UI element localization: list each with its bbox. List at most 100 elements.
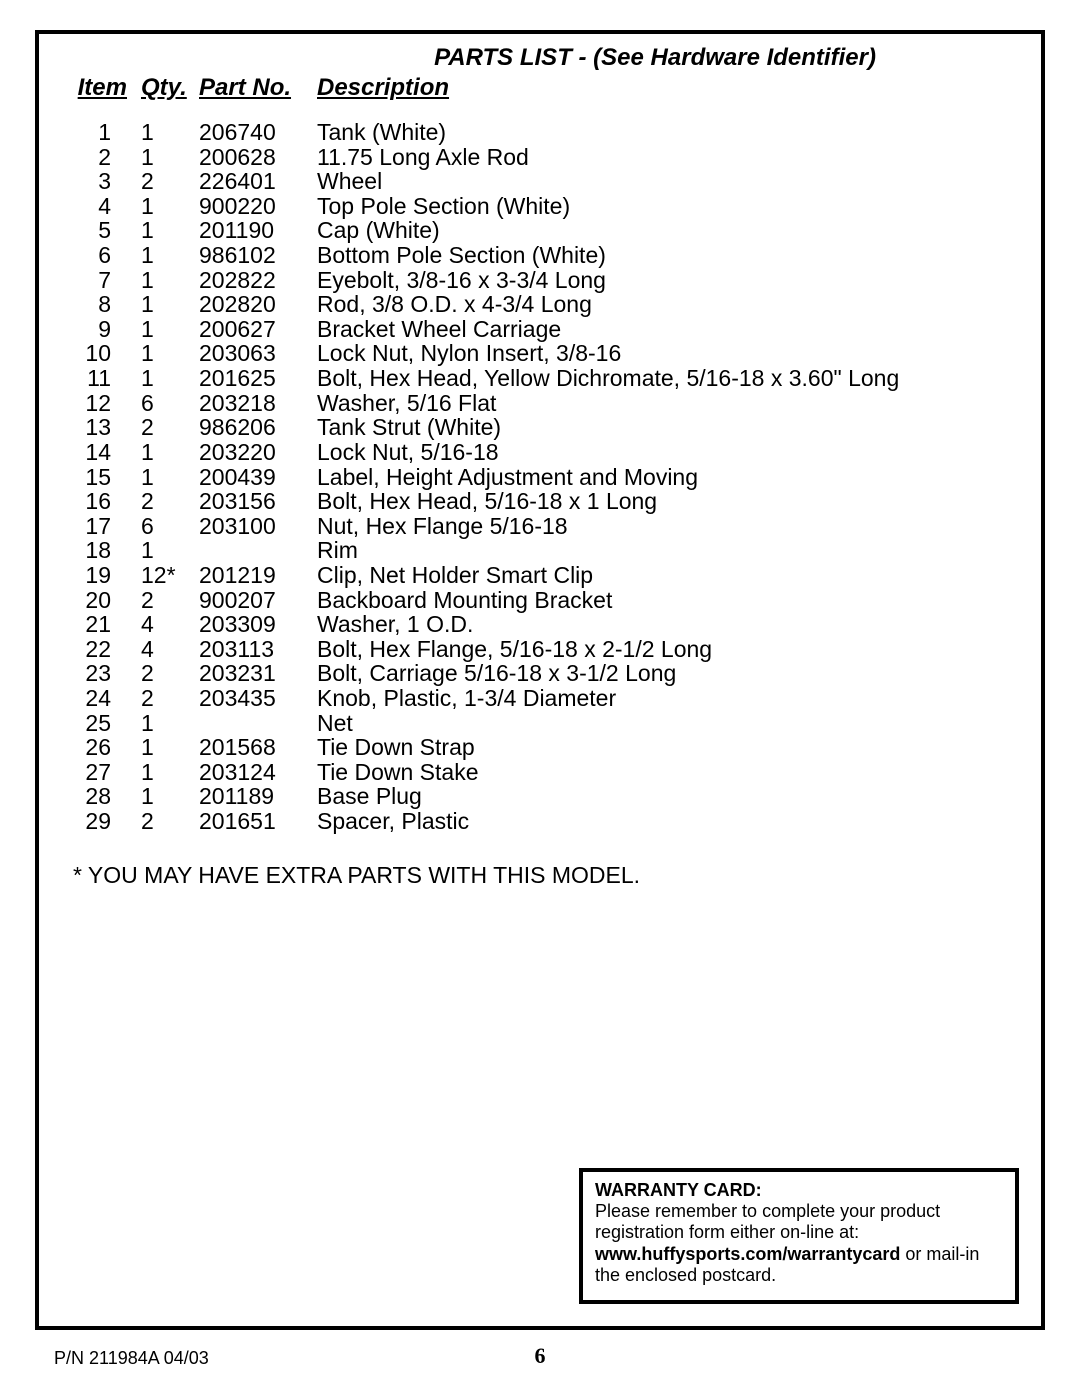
cell-item: 4 bbox=[61, 194, 141, 219]
cell-part-no: 202820 bbox=[199, 292, 317, 317]
cell-item: 20 bbox=[61, 588, 141, 613]
cell-item: 18 bbox=[61, 538, 141, 563]
cell-qty: 1 bbox=[141, 243, 199, 268]
cell-item: 22 bbox=[61, 637, 141, 662]
cell-description: Net bbox=[317, 711, 1019, 736]
header-part: Part No. bbox=[199, 74, 317, 102]
cell-description: Bracket Wheel Carriage bbox=[317, 317, 1019, 342]
cell-item: 5 bbox=[61, 218, 141, 243]
cell-qty: 1 bbox=[141, 145, 199, 170]
cell-item: 23 bbox=[61, 661, 141, 686]
cell-qty: 4 bbox=[141, 637, 199, 662]
cell-qty: 2 bbox=[141, 686, 199, 711]
cell-part-no: 203063 bbox=[199, 341, 317, 366]
cell-part-no: 203220 bbox=[199, 440, 317, 465]
cell-description: Knob, Plastic, 1-3/4 Diameter bbox=[317, 686, 1019, 711]
cell-qty: 6 bbox=[141, 391, 199, 416]
cell-item: 9 bbox=[61, 317, 141, 342]
table-row: 242203435Knob, Plastic, 1-3/4 Diameter bbox=[61, 686, 1019, 711]
cell-qty: 1 bbox=[141, 784, 199, 809]
cell-qty: 1 bbox=[141, 440, 199, 465]
cell-part-no: 203231 bbox=[199, 661, 317, 686]
cell-qty: 1 bbox=[141, 366, 199, 391]
cell-part-no: 200628 bbox=[199, 145, 317, 170]
header-desc: Description bbox=[317, 74, 1019, 102]
cell-part-no: 900220 bbox=[199, 194, 317, 219]
table-body: 11206740Tank (White)2120062811.75 Long A… bbox=[61, 120, 1019, 834]
cell-qty: 2 bbox=[141, 169, 199, 194]
cell-qty: 2 bbox=[141, 415, 199, 440]
cell-part-no: 203156 bbox=[199, 489, 317, 514]
cell-description: 11.75 Long Axle Rod bbox=[317, 145, 1019, 170]
cell-item: 27 bbox=[61, 760, 141, 785]
cell-description: Tie Down Stake bbox=[317, 760, 1019, 785]
cell-part-no: 203113 bbox=[199, 637, 317, 662]
table-row: 141203220Lock Nut, 5/16-18 bbox=[61, 440, 1019, 465]
cell-description: Tank Strut (White) bbox=[317, 415, 1019, 440]
footnote: * YOU MAY HAVE EXTRA PARTS WITH THIS MOD… bbox=[61, 862, 1019, 889]
content-frame: PARTS LIST - (See Hardware Identifier) I… bbox=[35, 30, 1045, 1330]
cell-description: Bolt, Hex Head, 5/16-18 x 1 Long bbox=[317, 489, 1019, 514]
cell-description: Backboard Mounting Bracket bbox=[317, 588, 1019, 613]
cell-description: Washer, 1 O.D. bbox=[317, 612, 1019, 637]
cell-part-no: 202822 bbox=[199, 268, 317, 293]
cell-qty: 6 bbox=[141, 514, 199, 539]
cell-item: 2 bbox=[61, 145, 141, 170]
cell-item: 21 bbox=[61, 612, 141, 637]
table-row: 232203231Bolt, Carriage 5/16-18 x 3-1/2 … bbox=[61, 661, 1019, 686]
cell-part-no: 201190 bbox=[199, 218, 317, 243]
cell-item: 17 bbox=[61, 514, 141, 539]
cell-part-no: 203309 bbox=[199, 612, 317, 637]
cell-item: 16 bbox=[61, 489, 141, 514]
cell-part-no: 201625 bbox=[199, 366, 317, 391]
cell-item: 26 bbox=[61, 735, 141, 760]
cell-description: Cap (White) bbox=[317, 218, 1019, 243]
table-row: 126203218Washer, 5/16 Flat bbox=[61, 391, 1019, 416]
cell-part-no: 200439 bbox=[199, 465, 317, 490]
cell-item: 19 bbox=[61, 563, 141, 588]
warranty-url: www.huffysports.com/warrantycard bbox=[595, 1244, 900, 1264]
cell-qty: 1 bbox=[141, 268, 199, 293]
cell-description: Bolt, Carriage 5/16-18 x 3-1/2 Long bbox=[317, 661, 1019, 686]
warranty-line1: Please remember to complete your product… bbox=[595, 1201, 940, 1242]
cell-description: Tie Down Strap bbox=[317, 735, 1019, 760]
cell-description: Tank (White) bbox=[317, 120, 1019, 145]
cell-item: 29 bbox=[61, 809, 141, 834]
cell-qty: 1 bbox=[141, 465, 199, 490]
cell-part-no: 900207 bbox=[199, 588, 317, 613]
table-row: 81202820Rod, 3/8 O.D. x 4-3/4 Long bbox=[61, 292, 1019, 317]
table-row: 101203063Lock Nut, Nylon Insert, 3/8-16 bbox=[61, 341, 1019, 366]
cell-part-no: 206740 bbox=[199, 120, 317, 145]
cell-part-no: 200627 bbox=[199, 317, 317, 342]
cell-qty: 1 bbox=[141, 120, 199, 145]
table-row: 151200439Label, Height Adjustment and Mo… bbox=[61, 465, 1019, 490]
cell-qty: 1 bbox=[141, 194, 199, 219]
warranty-title: WARRANTY CARD: bbox=[595, 1180, 762, 1200]
cell-description: Rod, 3/8 O.D. x 4-3/4 Long bbox=[317, 292, 1019, 317]
cell-description: Bolt, Hex Head, Yellow Dichromate, 5/16-… bbox=[317, 366, 1019, 391]
footer-part-number: P/N 211984A 04/03 bbox=[54, 1348, 209, 1369]
cell-part-no: 203218 bbox=[199, 391, 317, 416]
cell-item: 8 bbox=[61, 292, 141, 317]
cell-item: 25 bbox=[61, 711, 141, 736]
table-row: 32226401Wheel bbox=[61, 169, 1019, 194]
table-row: 71202822Eyebolt, 3/8-16 x 3-3/4 Long bbox=[61, 268, 1019, 293]
header-item: Item bbox=[61, 74, 141, 102]
cell-item: 6 bbox=[61, 243, 141, 268]
table-row: 11206740Tank (White) bbox=[61, 120, 1019, 145]
cell-item: 3 bbox=[61, 169, 141, 194]
header-qty: Qty. bbox=[141, 74, 199, 102]
cell-part-no: 986102 bbox=[199, 243, 317, 268]
table-row: 61986102Bottom Pole Section (White) bbox=[61, 243, 1019, 268]
table-row: 292201651Spacer, Plastic bbox=[61, 809, 1019, 834]
table-row: 1912*201219Clip, Net Holder Smart Clip bbox=[61, 563, 1019, 588]
cell-part-no: 201651 bbox=[199, 809, 317, 834]
cell-description: Eyebolt, 3/8-16 x 3-3/4 Long bbox=[317, 268, 1019, 293]
page-number: 6 bbox=[535, 1343, 546, 1369]
cell-part-no: 203100 bbox=[199, 514, 317, 539]
cell-item: 15 bbox=[61, 465, 141, 490]
cell-description: Clip, Net Holder Smart Clip bbox=[317, 563, 1019, 588]
table-row: 2120062811.75 Long Axle Rod bbox=[61, 145, 1019, 170]
cell-description: Bottom Pole Section (White) bbox=[317, 243, 1019, 268]
cell-description: Bolt, Hex Flange, 5/16-18 x 2-1/2 Long bbox=[317, 637, 1019, 662]
